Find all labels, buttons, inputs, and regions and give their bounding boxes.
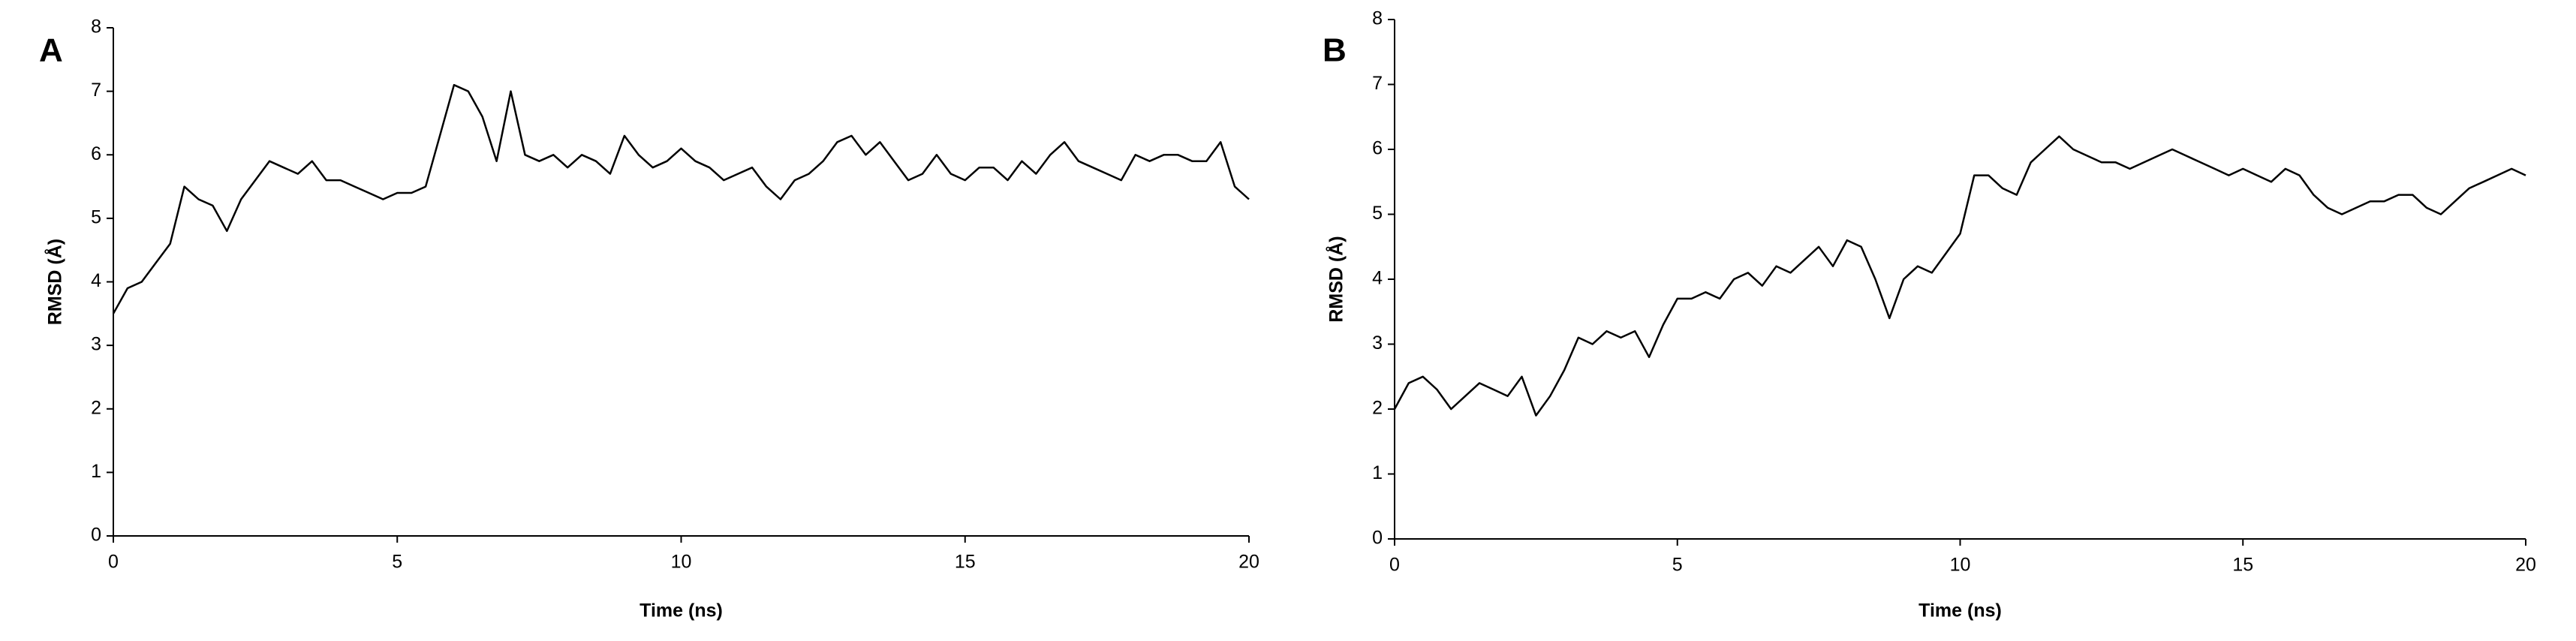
x-tick-label: 5 <box>1672 555 1683 576</box>
y-tick-label: 4 <box>91 270 101 291</box>
x-tick-label: 10 <box>1950 555 1971 576</box>
y-tick-label: 2 <box>91 397 101 418</box>
y-tick-label: 4 <box>1372 268 1383 289</box>
y-tick-label: 1 <box>1372 462 1383 483</box>
y-tick-label: 5 <box>91 206 101 227</box>
y-tick-label: 8 <box>1372 8 1383 29</box>
rmsd-line <box>1393 135 2526 417</box>
y-tick-label: 8 <box>91 17 101 38</box>
y-tick-label: 7 <box>91 80 101 101</box>
x-tick-label: 10 <box>671 552 692 573</box>
y-tick-label: 1 <box>91 461 101 482</box>
y-axis-title: RMSD (Å) <box>1326 236 1347 322</box>
x-tick-label: 5 <box>392 552 402 573</box>
y-tick-label: 2 <box>1372 398 1383 419</box>
y-tick-label: 3 <box>91 334 101 355</box>
rmsd-line <box>112 83 1250 314</box>
y-tick-label: 3 <box>1372 333 1383 354</box>
panel-label: A <box>39 32 63 69</box>
x-axis-title: Time (ns) <box>639 600 723 621</box>
y-tick-label: 6 <box>91 143 101 164</box>
panel-label: B <box>1323 32 1347 69</box>
y-tick-label: 0 <box>91 525 101 546</box>
x-tick-label: 0 <box>108 552 119 573</box>
x-tick-label: 20 <box>2515 555 2536 576</box>
y-tick-label: 0 <box>1372 528 1383 549</box>
x-tick-label: 15 <box>955 552 976 573</box>
x-tick-label: 0 <box>1389 555 1400 576</box>
y-tick-label: 7 <box>1372 73 1383 94</box>
x-axis-title: Time (ns) <box>1918 600 2002 621</box>
x-tick-label: 20 <box>1238 552 1259 573</box>
x-tick-label: 15 <box>2232 555 2253 576</box>
y-tick-label: 6 <box>1372 138 1383 159</box>
y-axis-title: RMSD (Å) <box>44 239 66 325</box>
y-tick-label: 5 <box>1372 203 1383 224</box>
